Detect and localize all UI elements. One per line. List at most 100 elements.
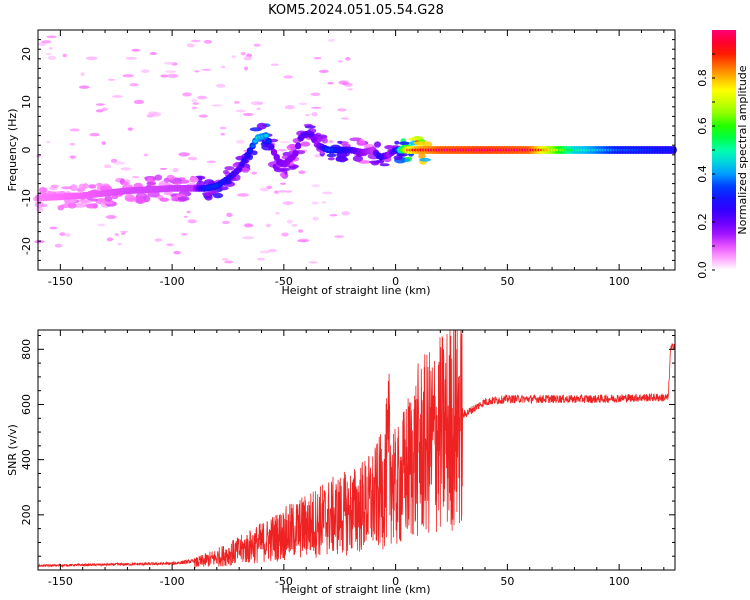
noise-blob [62,53,67,58]
noise-blob [186,210,191,214]
figure-title: KOM5.2024.051.05.54.G28 [268,3,444,18]
noise-blob [191,106,198,110]
noise-blob [259,187,270,192]
spectral-blob [326,153,337,158]
noise-blob [221,258,229,261]
noise-blob [183,215,188,218]
spectral-blob [358,160,371,164]
noise-blob [328,140,334,144]
noise-blob [70,155,75,160]
noise-blob [291,223,298,227]
noise-blob [54,243,63,248]
noise-blob [221,220,230,225]
noise-blob [143,153,149,157]
spectral-blob [335,157,349,162]
x-axis-label: Height of straight line (km) [281,583,430,596]
noise-blob [89,132,101,137]
noise-blob [95,103,105,106]
colorbar-tick-label: 0.0 [696,261,709,279]
colorbar: 0.0 0.2 0.4 0.6 0.8 Normalized spectral ampli… [696,30,749,279]
noise-blob [244,66,249,71]
spectral-blob [393,155,403,161]
spectral-blob [36,207,44,212]
noise-blob [97,223,106,227]
noise-blob [337,60,344,63]
noise-blob [96,182,103,187]
spectral-blob [394,140,400,145]
noise-blob [120,167,132,171]
spectral-blob [50,184,59,189]
spectral-blob [154,174,163,181]
noise-blob [313,56,322,60]
spectral-blob [256,122,267,130]
x-tick-label: 50 [500,275,514,288]
noise-blob [105,215,117,220]
spectral-blob [398,141,410,146]
noise-blob [173,250,181,255]
spectral-blob [78,183,86,190]
noise-blob [308,261,318,264]
noise-blob [298,229,303,233]
noise-blob [45,53,52,56]
noise-blob [159,167,168,170]
noise-blob [279,182,287,185]
noise-blob [235,109,246,113]
spectral-blob [207,190,219,194]
x-tick-label: -100 [160,275,185,288]
snr-panel: -150 -100 -50 0 50 100 200 400 600 800 Height of s… [6,329,676,596]
noise-blob [182,92,192,97]
spectral-blob [421,141,433,148]
noise-blob [41,40,52,44]
noise-blob [178,152,191,157]
y-tick-label: 0 [20,147,33,154]
noise-blob [201,68,212,71]
noise-blob [233,100,240,104]
noise-blob [190,39,201,43]
noise-blob [311,112,318,117]
noise-blob [187,156,198,161]
ridge-mark [294,142,302,150]
spectral-blob [321,137,328,144]
noise-blob [314,154,322,158]
noise-blob [347,88,353,91]
noise-blob [304,113,311,117]
spectral-blob [278,167,291,171]
x-tick-label: -150 [48,275,73,288]
spectral-blob [88,184,97,189]
noise-blob [113,161,126,165]
noise-blob [78,85,90,89]
spectral-blob [163,191,174,196]
noise-blob [274,190,279,194]
spectral-blob [373,141,382,148]
noise-blob [251,171,258,175]
spectral-blob [125,196,137,203]
noise-blob [282,201,294,206]
noise-blob [220,132,226,136]
ridge-core [250,144,256,148]
noise-blob [181,233,188,236]
spectral-blob [352,155,364,162]
noise-blob [46,35,57,39]
noise-blob [321,201,327,204]
noise-blob [242,236,255,240]
plot-frame [37,29,676,271]
spectral-blob [104,195,113,202]
x-tick-label: -150 [48,575,73,588]
y-tick-label: -10 [20,189,33,207]
colorbar-gradient [712,30,736,270]
x-tick-label: -50 [275,575,293,588]
noise-blob [297,238,310,243]
noise-blob [278,189,286,193]
noise-blob [187,219,197,224]
ridge-core [236,167,242,171]
x-tick-label: -50 [275,275,293,288]
noise-blob [198,114,209,118]
noise-blob [341,211,351,216]
noise-blob [278,149,287,152]
noise-blob [221,65,226,69]
noise-blob [69,142,76,146]
ridge-core [263,134,269,138]
noise-blob [59,232,66,236]
spectral-blob [202,192,211,197]
noise-blob [226,212,233,217]
